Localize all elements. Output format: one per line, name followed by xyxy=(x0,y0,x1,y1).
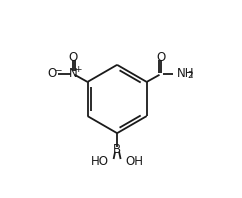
Text: +: + xyxy=(74,65,81,74)
Text: N: N xyxy=(69,67,77,80)
Text: O: O xyxy=(47,67,57,80)
Text: NH: NH xyxy=(177,67,195,80)
Text: B: B xyxy=(113,143,121,156)
Text: O: O xyxy=(156,51,166,64)
Text: OH: OH xyxy=(125,155,143,168)
Text: O: O xyxy=(68,51,78,64)
Text: −: − xyxy=(53,65,61,74)
Text: 2: 2 xyxy=(187,71,193,80)
Text: HO: HO xyxy=(91,155,109,168)
